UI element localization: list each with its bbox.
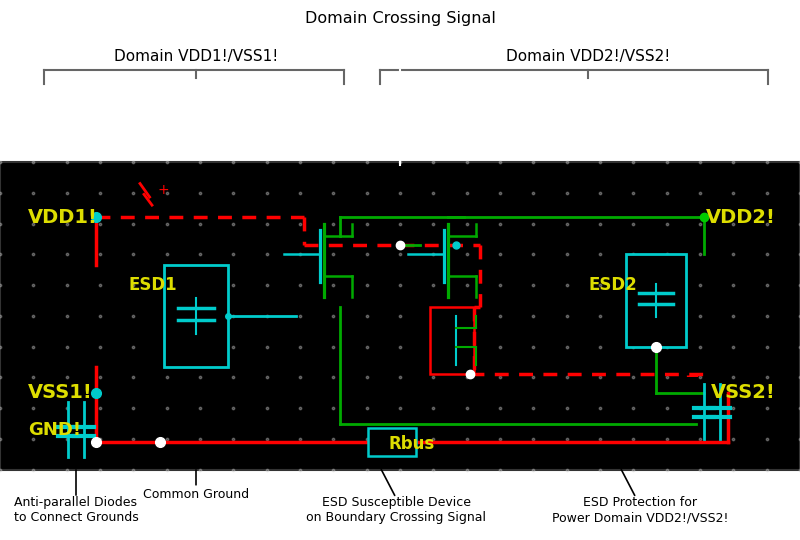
Bar xyxy=(164,265,228,367)
Bar xyxy=(0,162,800,470)
Text: VSS2!: VSS2! xyxy=(711,383,776,402)
Text: ESD Susceptible Device
on Boundary Crossing Signal: ESD Susceptible Device on Boundary Cross… xyxy=(306,496,486,524)
Text: Common Ground: Common Ground xyxy=(143,488,249,501)
Text: Rbus: Rbus xyxy=(388,435,434,453)
Text: Domain VDD2!/VSS2!: Domain VDD2!/VSS2! xyxy=(506,49,670,64)
Text: VSS1!: VSS1! xyxy=(28,383,93,402)
Bar xyxy=(626,254,686,347)
Bar xyxy=(368,428,416,456)
Text: Domain VDD1!/VSS1!: Domain VDD1!/VSS1! xyxy=(114,49,278,64)
Text: +: + xyxy=(158,183,170,197)
Text: ESD Protection for
Power Domain VDD2!/VSS2!: ESD Protection for Power Domain VDD2!/VS… xyxy=(552,496,728,524)
Text: VDD1!: VDD1! xyxy=(28,208,98,227)
Bar xyxy=(430,307,474,374)
Text: ESD2: ESD2 xyxy=(588,276,637,294)
Text: VDD2!: VDD2! xyxy=(706,208,776,227)
Text: −: − xyxy=(685,368,699,387)
Text: Domain Crossing Signal: Domain Crossing Signal xyxy=(305,11,495,26)
Text: Anti-parallel Diodes
to Connect Grounds: Anti-parallel Diodes to Connect Grounds xyxy=(14,496,138,524)
Text: GND!: GND! xyxy=(28,421,81,439)
Text: ESD1: ESD1 xyxy=(128,276,177,294)
